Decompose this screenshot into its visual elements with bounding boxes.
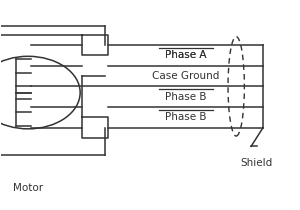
Text: Phase B: Phase B bbox=[165, 112, 206, 122]
Text: Shield: Shield bbox=[241, 158, 273, 168]
Text: Phase A: Phase A bbox=[165, 50, 206, 60]
Text: Phase B: Phase B bbox=[165, 92, 206, 102]
Text: Case Ground: Case Ground bbox=[152, 71, 219, 81]
Text: Motor: Motor bbox=[13, 183, 43, 193]
Text: Phase A: Phase A bbox=[165, 50, 206, 60]
